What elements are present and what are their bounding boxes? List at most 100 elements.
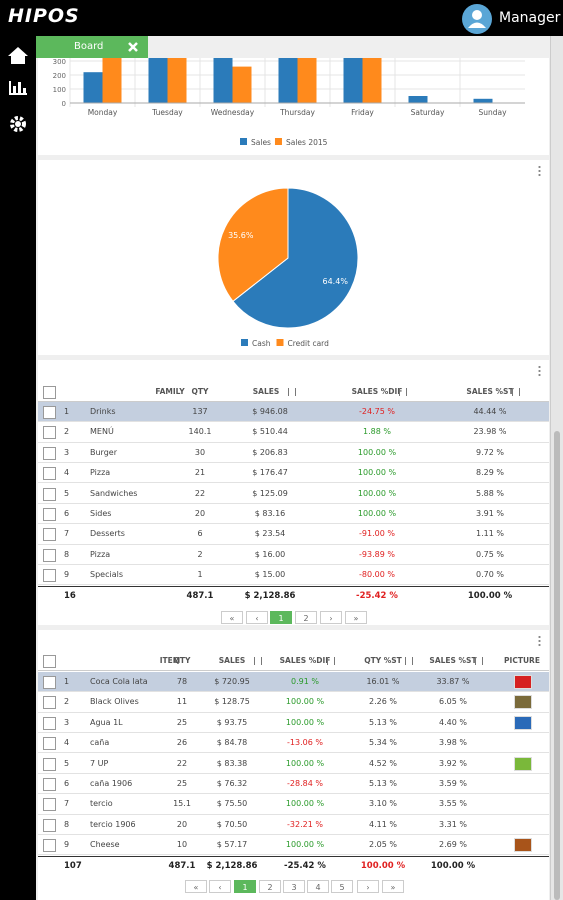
table-cell: caña (90, 738, 110, 748)
table-cell: 4 (64, 738, 70, 748)
checkbox[interactable] (43, 757, 56, 771)
page-button[interactable]: » (382, 880, 404, 893)
checkbox[interactable] (43, 528, 56, 542)
column-header: QTY (173, 656, 191, 665)
sort-icon[interactable] (288, 388, 296, 396)
table-cell: 20 (194, 509, 206, 518)
x-tick-label: Tuesday (151, 108, 183, 117)
checkbox[interactable] (43, 676, 56, 689)
user-name[interactable]: Manager (499, 10, 561, 26)
table-cell: 5.13 % (369, 779, 397, 788)
table-cell: -80.00 % (359, 570, 395, 580)
table-cell: 5 (64, 758, 70, 768)
checkbox[interactable] (43, 386, 56, 399)
sidebar-icons[interactable] (0, 36, 36, 146)
panel-menu[interactable] (538, 165, 541, 176)
checkbox[interactable] (43, 487, 56, 501)
table-cell: 1 (64, 407, 70, 416)
pie-slice (232, 187, 359, 329)
checkbox[interactable] (43, 798, 56, 812)
table-row[interactable] (38, 524, 549, 545)
tab-close[interactable] (128, 42, 138, 52)
table-row[interactable] (38, 671, 549, 693)
panel-menu[interactable] (538, 635, 541, 646)
table-row[interactable] (38, 773, 549, 795)
page-button[interactable]: « (221, 611, 243, 624)
checkbox[interactable] (43, 406, 56, 419)
checkbox[interactable] (43, 446, 56, 460)
sort-icon[interactable] (327, 657, 335, 665)
sort-icon[interactable] (399, 388, 407, 396)
table-row[interactable] (38, 463, 549, 484)
checkbox[interactable] (43, 548, 56, 562)
table-row[interactable] (38, 483, 549, 504)
checkbox[interactable] (43, 818, 56, 832)
table-row[interactable] (38, 712, 549, 733)
avatar[interactable] (461, 3, 493, 35)
page-button[interactable]: 2 (259, 880, 281, 893)
table-row[interactable] (38, 835, 549, 856)
checkbox[interactable] (43, 508, 56, 521)
page-button[interactable]: › (357, 880, 379, 893)
checkbox[interactable] (43, 716, 56, 730)
checkbox[interactable] (43, 569, 56, 583)
table-row[interactable] (38, 503, 549, 525)
table-row[interactable] (38, 544, 549, 565)
page-button[interactable]: » (345, 611, 367, 624)
checkbox[interactable] (43, 655, 56, 668)
page-button[interactable]: « (185, 880, 207, 893)
table-cell: 140.1 (188, 427, 212, 437)
table-row[interactable] (38, 692, 549, 713)
table-row[interactable] (38, 753, 549, 774)
sort-icon[interactable] (475, 657, 483, 665)
panel-menu[interactable] (538, 365, 541, 376)
table-cell: 1.88 % (363, 427, 391, 437)
page-button[interactable]: 3 (283, 880, 305, 893)
page-button[interactable]: › (320, 611, 342, 624)
checkbox[interactable] (43, 839, 56, 853)
table-cell: 2 (64, 427, 70, 437)
table-cell: $ 206.83 (252, 447, 288, 457)
totals-rule (38, 586, 549, 587)
header-rule (38, 401, 549, 402)
checkbox[interactable] (43, 696, 56, 710)
table-cell: Drinks (90, 407, 116, 416)
sort-icon[interactable] (405, 657, 413, 665)
page-button[interactable]: 4 (307, 880, 329, 893)
scrollbar[interactable] (550, 36, 563, 900)
page-button[interactable]: ‹ (209, 880, 231, 893)
checkbox[interactable] (43, 467, 56, 481)
legend-swatch (241, 339, 248, 346)
table-row[interactable] (38, 422, 549, 443)
checkbox[interactable] (43, 737, 56, 751)
table-cell: 137 (192, 407, 208, 416)
table-row[interactable] (38, 442, 549, 463)
checkbox[interactable] (43, 426, 56, 440)
sort-icon[interactable] (254, 657, 262, 665)
table-cell: $ 946.08 (252, 407, 288, 416)
table-row[interactable] (38, 733, 549, 754)
table-cell: 6 (197, 529, 203, 539)
table-cell: 4 (64, 468, 70, 478)
table-cell: -93.89 % (359, 549, 395, 559)
scroll-thumb[interactable] (554, 431, 560, 900)
sort-icon[interactable] (512, 388, 520, 396)
table-cell: Burger (90, 447, 117, 457)
page-button[interactable]: 1 (234, 880, 256, 893)
table-row[interactable] (38, 814, 549, 835)
table-cell: 100.00 % (357, 509, 397, 518)
table-row[interactable] (38, 794, 549, 815)
slice-label: 64.4% (323, 277, 349, 286)
page-button[interactable]: ‹ (246, 611, 268, 624)
checkbox[interactable] (43, 778, 56, 791)
table-row[interactable] (38, 565, 549, 586)
page-button[interactable]: 2 (295, 611, 317, 624)
column-header: SALES (218, 656, 246, 665)
table-cell: 44.44 % (473, 407, 507, 416)
page-button[interactable]: 1 (270, 611, 292, 624)
page-button[interactable]: 5 (331, 880, 353, 893)
logo: HIPOS (8, 5, 80, 27)
tab[interactable]: Board (36, 36, 148, 58)
pie-slice (217, 187, 289, 302)
table-row[interactable] (38, 401, 549, 423)
